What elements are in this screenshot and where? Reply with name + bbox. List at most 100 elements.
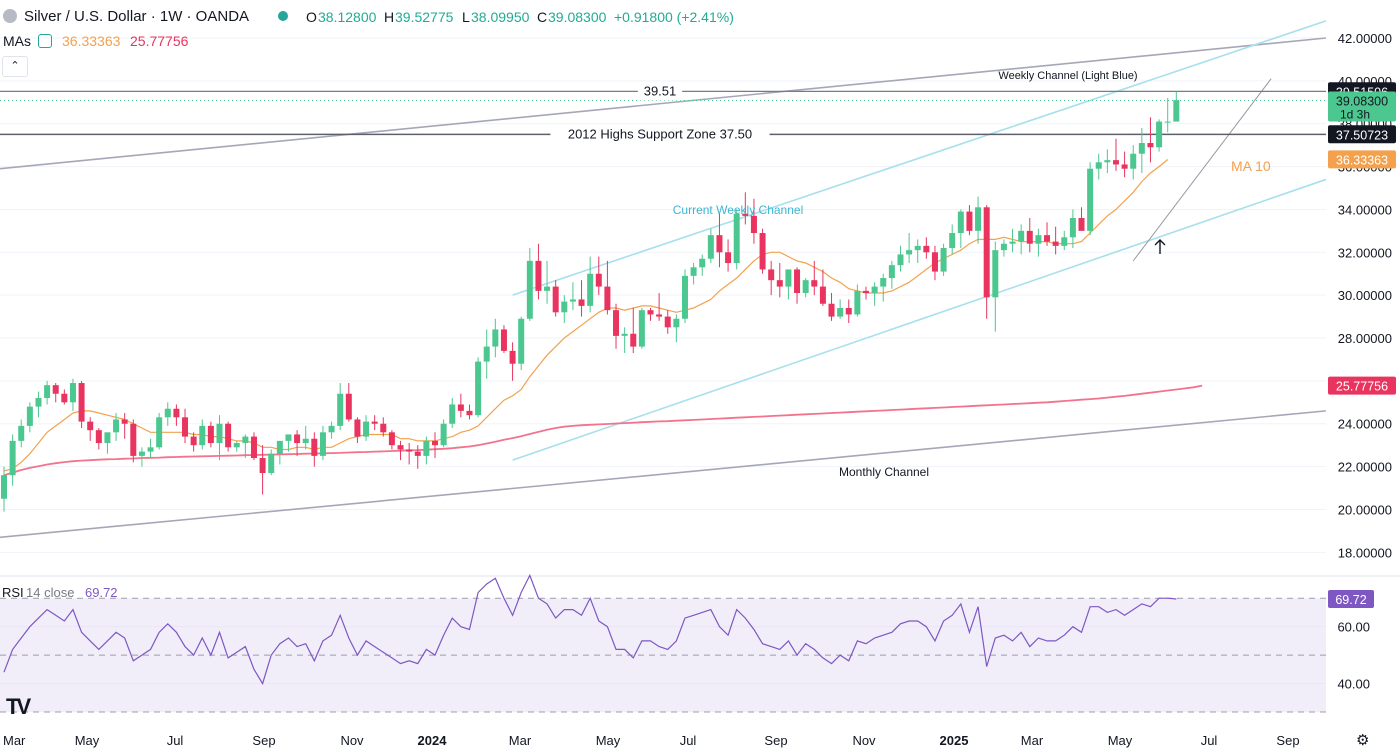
candle-body — [440, 423, 447, 446]
monthly-channel-upper — [0, 37, 1327, 170]
candle-body — [319, 432, 326, 456]
price-tag-value: 36.33363 — [1336, 153, 1388, 167]
candle-body — [647, 310, 654, 315]
candle-body — [923, 245, 930, 253]
candle-body — [380, 423, 387, 433]
candle-body — [1095, 162, 1102, 169]
candle-body — [699, 258, 706, 268]
candle-body — [337, 393, 344, 426]
time-axis[interactable]: Mar May Jul Sep Nov 2024 Mar May Jul Sep Nov 2025 Ma… — [3, 733, 1300, 748]
weekly-channel-lower — [512, 178, 1327, 461]
candle-body — [225, 423, 232, 448]
candle-body — [414, 451, 421, 456]
candle-body — [888, 265, 895, 279]
candle-body — [432, 440, 438, 446]
candle-body — [966, 211, 973, 231]
candle-body — [26, 406, 33, 426]
candle-body — [621, 333, 628, 336]
candle-body — [759, 233, 766, 270]
candle-body — [975, 207, 982, 231]
candle-body — [1104, 160, 1111, 163]
low-value: 38.09950 — [471, 9, 530, 25]
time-tick-label: Jul — [1201, 733, 1218, 748]
monthly-channel-label: Monthly Channel — [839, 465, 929, 479]
time-tick-label: Sep — [1276, 733, 1299, 748]
support-zone-label: 2012 Highs Support Zone 37.50 — [568, 126, 752, 141]
price-tag-value: 37.50723 — [1336, 128, 1388, 142]
candle-body — [35, 398, 42, 407]
candle-body — [1069, 218, 1076, 238]
symbol-title[interactable]: Silver / U.S. Dollar · 1W · OANDA — [24, 8, 250, 25]
close-value: 39.08300 — [548, 9, 607, 25]
tradingview-logo[interactable]: TV — [6, 694, 31, 719]
candle-body — [906, 250, 913, 255]
candle-body — [854, 290, 861, 315]
candle-body — [259, 458, 266, 474]
candle-body — [535, 260, 542, 291]
candle-body — [173, 408, 180, 418]
rsi-tag-value: 69.72 — [1335, 593, 1366, 607]
candle-body — [250, 436, 257, 459]
candle-body — [1026, 230, 1033, 244]
ma-10-line — [3, 159, 1169, 472]
candle-body — [138, 451, 145, 456]
candle-body — [1000, 243, 1007, 251]
candle-body — [983, 207, 990, 298]
trend-channels — [0, 20, 1327, 539]
candle-body — [1078, 218, 1085, 231]
price-tag-box — [1328, 91, 1396, 122]
candle-body — [294, 434, 301, 444]
candle-body — [216, 423, 223, 444]
arrow-up-icon — [1154, 239, 1166, 254]
candle-body — [52, 385, 59, 394]
price-tick-label: 24.00000 — [1338, 417, 1392, 432]
candle-body — [742, 213, 749, 216]
candle-body — [1147, 143, 1154, 148]
candle-body — [518, 318, 525, 364]
candle-body — [104, 432, 111, 444]
rsi-tick-label: 40.00 — [1337, 677, 1370, 692]
rsi-tag-box — [1328, 590, 1374, 608]
time-tick-label: Mar — [1021, 733, 1044, 748]
price-tick-label: 20.00000 — [1338, 502, 1392, 517]
time-tick-label: Sep — [764, 733, 787, 748]
candle-body — [604, 286, 611, 311]
candle-body — [785, 269, 792, 287]
current-weekly-channel-label: Current Weekly Channel — [673, 203, 804, 217]
candle-body — [328, 425, 335, 433]
candle-body — [423, 440, 430, 456]
candle-body — [880, 278, 887, 287]
candle-body — [656, 314, 663, 317]
monthly-channel-lower — [0, 410, 1327, 539]
candle-body — [113, 419, 120, 433]
candle-body — [638, 310, 645, 347]
visibility-eye-icon[interactable] — [38, 34, 52, 48]
price-tick-label: 30.00000 — [1338, 288, 1392, 303]
candle-body — [9, 440, 16, 476]
candle-body — [776, 280, 783, 287]
chevron-up-icon[interactable]: ⌃ — [2, 56, 28, 77]
candle-body — [931, 252, 938, 272]
price-tag-countdown: 1d 3h — [1340, 108, 1370, 122]
price-axis[interactable]: 42.0000040.0000038.0000036.0000034.00000… — [1328, 31, 1396, 692]
price-tick-label: 34.00000 — [1338, 202, 1392, 217]
gear-icon[interactable]: ⚙ — [1356, 732, 1370, 749]
candle-body — [940, 248, 947, 272]
candle-body — [949, 233, 956, 249]
candle-body — [1173, 100, 1180, 122]
candle-body — [725, 252, 732, 264]
candle-body — [664, 316, 671, 328]
time-tick-label: May — [75, 733, 100, 748]
candle-body — [897, 254, 904, 266]
candle-body — [526, 260, 533, 319]
change-value: +0.91800 (+2.41%) — [614, 9, 734, 25]
price-tick-label: 22.00000 — [1338, 460, 1392, 475]
candle-body — [613, 310, 620, 336]
candle-body — [630, 333, 637, 347]
chart-annotations: 39.51 2012 Highs Support Zone 37.50 Weekly… — [550, 70, 1271, 479]
silver-coin-icon — [3, 9, 17, 23]
support-zone-label-bg — [550, 126, 770, 144]
candle-body — [1130, 153, 1137, 169]
price-tick-label: 32.00000 — [1338, 245, 1392, 260]
